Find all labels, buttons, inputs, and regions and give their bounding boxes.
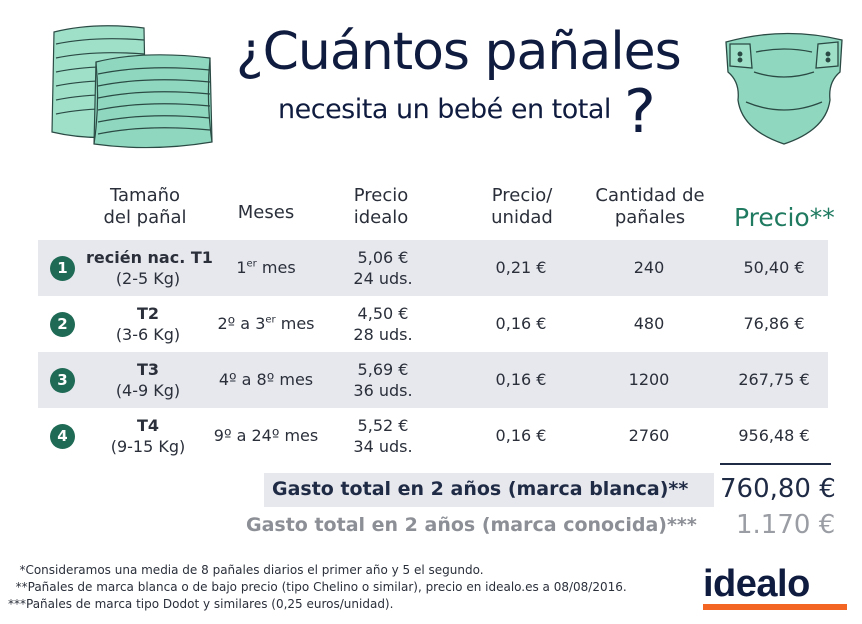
total-white-brand-value: 760,80 €: [720, 474, 836, 504]
quantity-cell: 2760: [628, 426, 670, 445]
quantity-cell: 240: [633, 258, 665, 277]
size-cell: T2 (3-6 Kg): [115, 304, 181, 344]
table-row: 2 T2 (3-6 Kg) 2º a 3er mes 4,50 € 28 uds…: [38, 296, 828, 352]
price-idealo-cell: 5,06 € 24 uds.: [353, 248, 413, 288]
col-header-months: Meses: [237, 202, 295, 223]
row-number-badge: 2: [50, 312, 75, 337]
col-header-price-idealo: Precio idealo: [353, 185, 409, 228]
table-row: 3 T3 (4-9 Kg) 4º a 8º mes 5,69 € 36 uds.…: [38, 352, 828, 408]
row-number-badge: 3: [50, 368, 75, 393]
diaper-stack-icon: [51, 25, 213, 149]
row-number-badge: 4: [50, 424, 75, 449]
page-title: ¿Cuántos pañales: [236, 22, 682, 82]
total-known-brand-value: 1.170 €: [736, 510, 836, 540]
idealo-logo-bar: [703, 604, 847, 610]
idealo-logo: idealo: [703, 563, 810, 605]
price-idealo-cell: 4,50 € 28 uds.: [353, 304, 413, 344]
footnote: *Consideramos una media de 8 pañales dia…: [8, 563, 484, 577]
total-price-cell: 76,86 €: [743, 314, 805, 333]
col-header-unit-price: Precio/ unidad: [491, 185, 553, 228]
months-cell: 2º a 3er mes: [217, 314, 315, 333]
unit-price-cell: 0,16 €: [495, 426, 547, 445]
cloth-diaper-icon: [725, 32, 843, 145]
unit-price-cell: 0,16 €: [495, 370, 547, 389]
title-question-mark: ?: [624, 77, 656, 147]
months-cell: 1er mes: [236, 258, 296, 277]
size-cell: T4 (9-15 Kg): [110, 416, 186, 456]
quantity-cell: 480: [633, 314, 665, 333]
col-header-quantity: Cantidad de pañales: [595, 185, 705, 228]
quantity-cell: 1200: [628, 370, 670, 389]
total-price-cell: 267,75 €: [738, 370, 810, 389]
footnote: ***Pañales de marca tipo Dodot y similar…: [8, 597, 394, 611]
size-cell: recién nac. T1 (2-5 Kg): [86, 248, 213, 288]
total-price-cell: 50,40 €: [743, 258, 805, 277]
page-subtitle: necesita un bebé en total: [278, 94, 611, 125]
price-idealo-cell: 5,69 € 36 uds.: [353, 360, 413, 400]
size-cell: T3 (4-9 Kg): [115, 360, 181, 400]
months-cell: 9º a 24º mes: [213, 426, 319, 445]
table-row: 4 T4 (9-15 Kg) 9º a 24º mes 5,52 € 34 ud…: [38, 408, 828, 464]
col-header-total-price: Precio**: [734, 203, 835, 232]
row-number-badge: 1: [50, 256, 75, 281]
price-idealo-cell: 5,52 € 34 uds.: [353, 416, 413, 456]
unit-price-cell: 0,21 €: [495, 258, 547, 277]
unit-price-cell: 0,16 €: [495, 314, 547, 333]
months-cell: 4º a 8º mes: [218, 370, 314, 389]
total-known-brand-label: Gasto total en 2 años (marca conocida)**…: [246, 514, 697, 536]
col-header-size: Tamaño del pañal: [103, 185, 187, 228]
total-white-label-background: [264, 473, 714, 507]
total-price-cell: 956,48 €: [738, 426, 810, 445]
sum-divider: [720, 463, 831, 465]
footnote: **Pañales de marca blanca o de bajo prec…: [8, 580, 627, 594]
table-row: 1 recién nac. T1 (2-5 Kg) 1er mes 5,06 €…: [38, 240, 828, 296]
total-white-brand-label: Gasto total en 2 años (marca blanca)**: [272, 478, 689, 500]
